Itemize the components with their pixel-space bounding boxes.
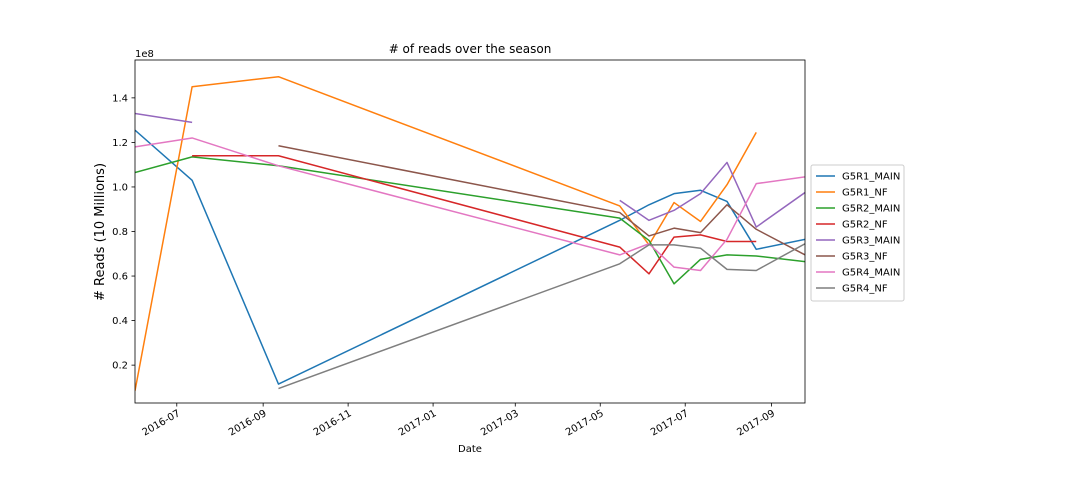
series-line-g5r3-main	[135, 112, 805, 228]
y-axis: 0.2 0.4 0.6 0.8 1.0 1.2 1.4	[112, 93, 135, 372]
series-line-g5r4-main	[135, 137, 805, 272]
legend-label: G5R4_MAIN	[842, 268, 900, 279]
series-line-g5r4-nf	[278, 243, 805, 390]
x-tick-label: 2017-01	[397, 408, 439, 438]
legend: G5R1_MAIN G5R1_NF G5R2_MAIN G5R2_NF G5R3_MAI…	[810, 164, 905, 302]
legend-label: G5R2_MAIN	[842, 204, 900, 215]
x-axis-label: Date	[458, 444, 482, 455]
chart-title: # of reads over the season	[389, 42, 552, 56]
x-tick-label: 2017-03	[479, 408, 521, 438]
y-tick-label: 0.8	[112, 227, 128, 238]
y-tick-label: 0.6	[112, 272, 128, 283]
series-lines	[135, 75, 805, 391]
series-line-g5r3-nf	[278, 145, 805, 256]
series-line-g5r1-main	[135, 129, 805, 385]
y-tick-label: 1.2	[112, 138, 128, 149]
y-tick-label: 1.0	[112, 182, 128, 193]
legend-label: G5R4_NF	[842, 284, 888, 295]
x-tick-label: 2016-11	[312, 408, 354, 438]
y-axis-label: # Reads (10 Millions)	[93, 163, 108, 301]
x-tick-label: 2017-05	[564, 408, 606, 438]
legend-label: G5R1_NF	[842, 188, 888, 199]
series-line-g5r1-nf	[135, 75, 757, 391]
legend-label: G5R3_MAIN	[842, 236, 900, 247]
x-tick-label: 2017-07	[649, 408, 691, 438]
y-tick-label: 1.4	[112, 93, 128, 104]
series-line-g5r2-nf	[192, 155, 757, 275]
y-offset-text: 1e8	[135, 49, 154, 60]
legend-label: G5R3_NF	[842, 252, 888, 263]
plot-area-frame	[134, 59, 806, 404]
legend-label: G5R1_MAIN	[842, 172, 900, 183]
x-tick-label: 2016-09	[227, 408, 269, 438]
y-tick-label: 0.2	[112, 361, 128, 372]
x-axis: 2016-07 2016-09 2016-11 2017-01 2017-03 2017-…	[141, 403, 777, 438]
x-tick-label: 2016-07	[141, 408, 183, 438]
legend-label: G5R2_NF	[842, 220, 888, 231]
y-tick-label: 0.4	[112, 316, 128, 327]
x-tick-label: 2017-09	[735, 408, 777, 438]
series-line-g5r2-main	[135, 156, 805, 285]
legend-frame	[810, 164, 905, 302]
